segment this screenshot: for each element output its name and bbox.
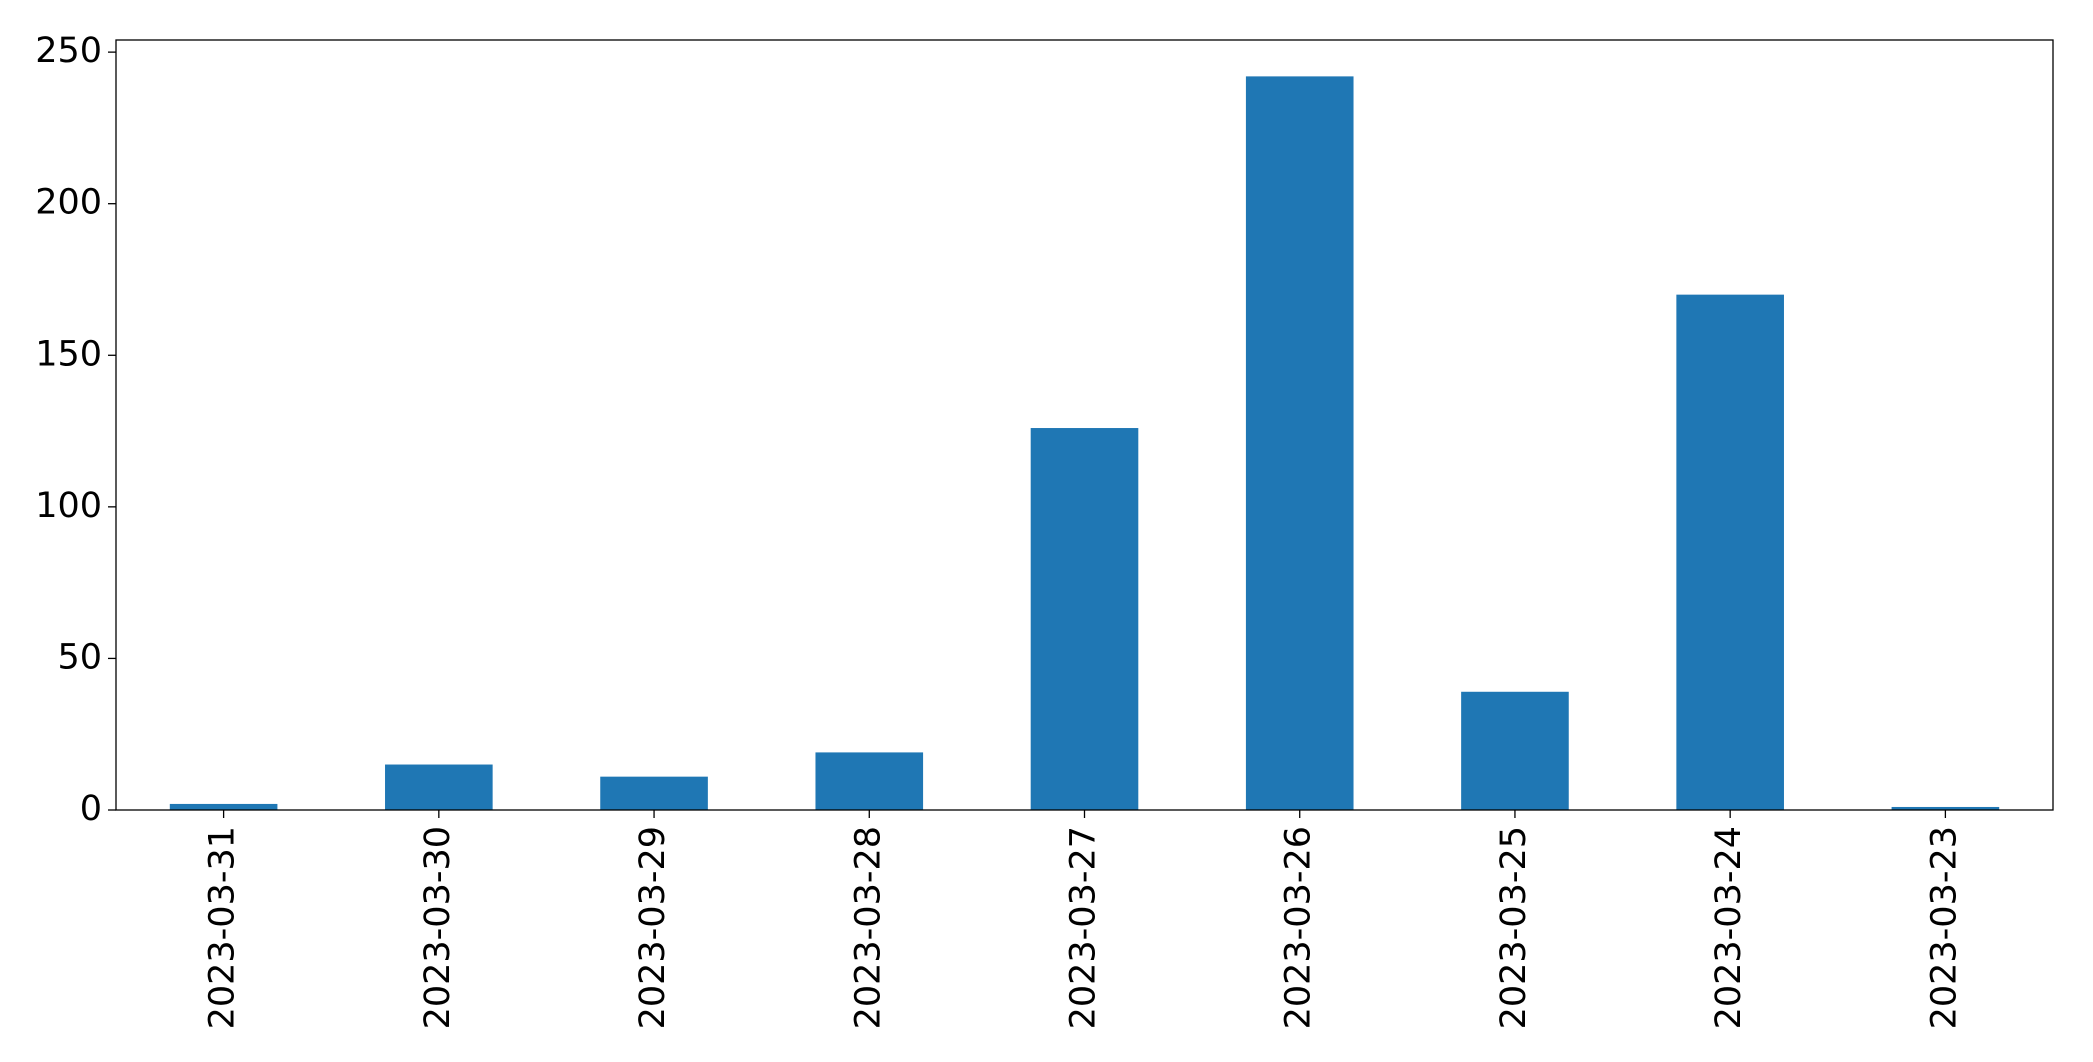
x-tick-label: 2023-03-23 [1924,826,1964,1029]
bar [1461,691,1569,810]
x-tick-label: 2023-03-24 [1709,826,1749,1029]
x-tick-label: 2023-03-27 [1064,826,1104,1029]
y-tick-label: 100 [35,486,102,526]
bar [600,776,708,810]
x-tick-label: 2023-03-31 [203,826,243,1029]
bar [1676,294,1784,811]
y-tick-label: 250 [35,31,102,71]
y-tick-label: 0 [80,789,102,829]
plot-frame [115,39,2054,811]
y-tick-label: 50 [57,637,102,677]
x-tick-label: 2023-03-25 [1494,826,1534,1029]
bar [385,764,493,810]
x-tick-label: 2023-03-29 [633,826,673,1029]
y-tick-label: 200 [35,183,102,223]
x-tick-label: 2023-03-30 [418,826,458,1029]
bar [1891,806,2000,810]
bar [169,803,278,810]
x-tick-label: 2023-03-28 [848,826,888,1029]
bar [815,752,924,810]
bar [1245,76,1354,811]
y-tick-label: 150 [35,334,102,374]
bar [1030,428,1139,810]
x-tick-label: 2023-03-26 [1279,826,1319,1029]
